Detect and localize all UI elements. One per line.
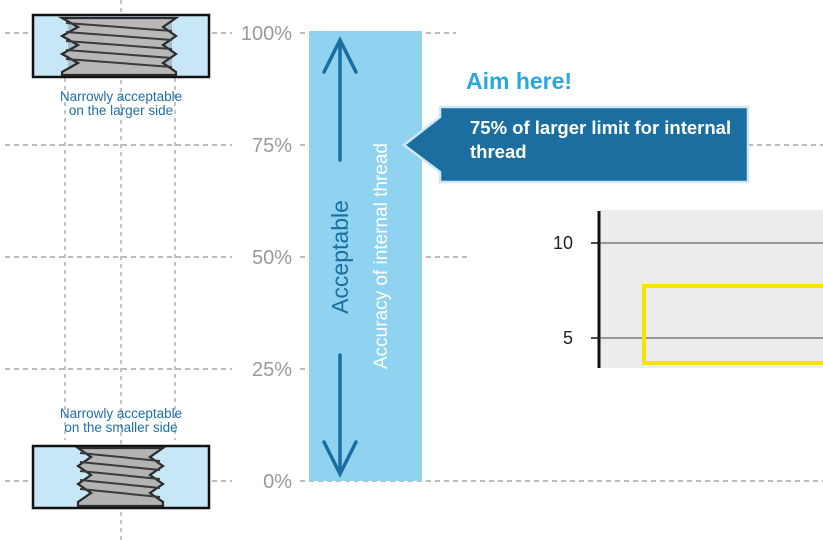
thread-top-caption: Narrowly acceptable on the larger side — [21, 90, 221, 118]
thread-bottom-caption: Narrowly acceptable on the smaller side — [21, 407, 221, 435]
highlight-box — [642, 284, 823, 365]
level-label-50: 50% — [251, 247, 292, 269]
down-arrow-head — [322, 440, 358, 478]
inset-chart — [591, 210, 823, 368]
range-arrows — [322, 36, 358, 478]
aim-label: Aim here! — [466, 68, 573, 94]
thread-top-caption-line2: on the larger side — [68, 103, 174, 118]
inset-tick-label-10: 10 — [553, 233, 574, 253]
level-label-75: 75% — [251, 135, 292, 157]
up-arrow-head — [322, 36, 358, 74]
thread-top-caption-line1: Narrowly acceptable — [59, 89, 183, 104]
band-label: Acceptable — [327, 200, 353, 314]
acceptable-band — [309, 31, 422, 481]
level-label-100: 100% — [240, 23, 292, 45]
inset-chart-area — [599, 210, 823, 368]
callout-arrow — [401, 105, 750, 184]
thread-bottom-caption-line1: Narrowly acceptable — [59, 406, 183, 421]
level-label-25: 25% — [251, 359, 292, 381]
inset-tick-label-5: 5 — [563, 328, 574, 348]
thread-bottom-caption-line2: on the smaller side — [64, 420, 178, 435]
thread-image-top — [31, 13, 211, 79]
band-sublabel: Accuracy of internal thread — [371, 143, 392, 370]
thread-image-bottom — [31, 444, 211, 510]
callout-text: 75% of larger limit for internal thread — [470, 117, 732, 162]
level-label-0: 0% — [263, 471, 292, 493]
